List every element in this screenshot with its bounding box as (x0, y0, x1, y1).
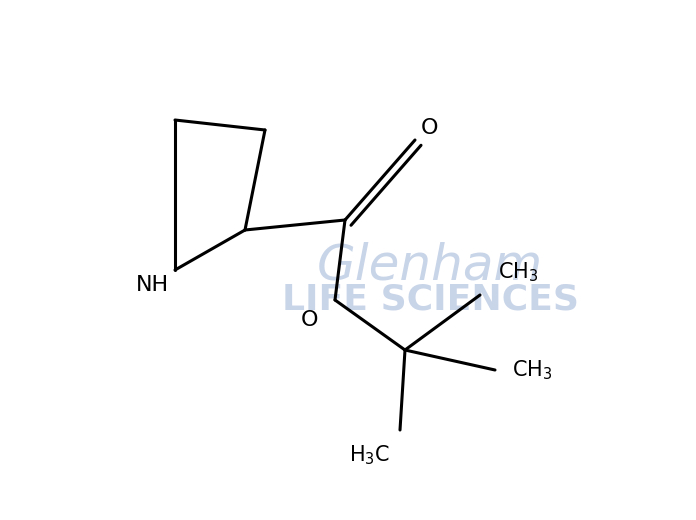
Text: O: O (301, 310, 319, 330)
Text: LIFE SCIENCES: LIFE SCIENCES (281, 283, 578, 317)
Text: NH: NH (136, 275, 168, 295)
Text: O: O (421, 118, 438, 138)
Text: CH$_3$: CH$_3$ (498, 260, 539, 284)
Text: H$_3$C: H$_3$C (349, 443, 390, 467)
Text: CH$_3$: CH$_3$ (512, 358, 553, 382)
Text: Glenham: Glenham (317, 241, 543, 289)
